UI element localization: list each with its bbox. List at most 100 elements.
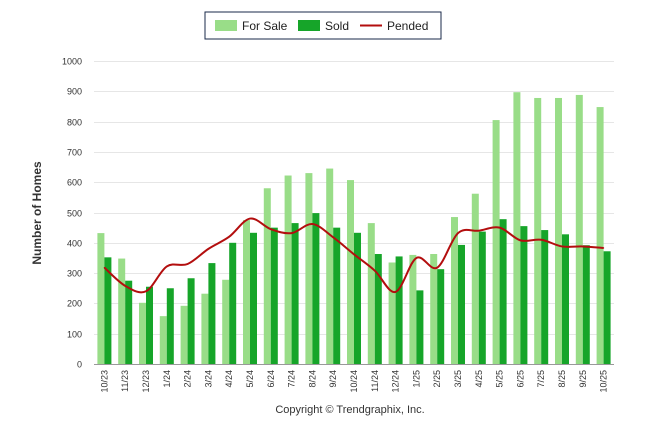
x-tick-label: 4/25 bbox=[474, 370, 484, 388]
bar-for-sale-10-25 bbox=[596, 107, 604, 364]
legend-label-for-sale: For Sale bbox=[242, 19, 288, 33]
bar-for-sale-1-24 bbox=[159, 316, 167, 364]
bar-for-sale-6-24 bbox=[263, 188, 271, 364]
x-tick-label: 10/23 bbox=[99, 370, 109, 393]
copyright-footer: Copyright © Trendgraphix, Inc. bbox=[275, 404, 424, 416]
y-axis-ticks: 0 100 200 300 400 500 600 700 800 900 1000 bbox=[62, 57, 82, 370]
bar-for-sale-7-25 bbox=[534, 97, 542, 364]
bar-sold-6-24 bbox=[270, 227, 278, 364]
point-pended-5-24 bbox=[249, 217, 251, 220]
point-pended-6-24 bbox=[270, 228, 272, 230]
bar-sold-7-24 bbox=[291, 223, 299, 364]
x-tick-label: 1/25 bbox=[411, 370, 421, 388]
point-pended-11-24 bbox=[374, 270, 376, 272]
point-pended-3-24 bbox=[207, 248, 209, 250]
point-pended-9-24 bbox=[332, 236, 334, 238]
bar-sold-10-23 bbox=[104, 257, 112, 364]
bar-sold-9-25 bbox=[582, 245, 590, 364]
bar-sold-11-24 bbox=[374, 254, 382, 364]
bar-for-sale-9-25 bbox=[575, 94, 583, 364]
point-pended-12-24 bbox=[395, 291, 397, 293]
bar-sold-7-25 bbox=[541, 230, 549, 364]
point-pended-2-24 bbox=[187, 263, 189, 265]
y-tick-label: 200 bbox=[67, 299, 82, 309]
y-tick-label: 400 bbox=[67, 239, 82, 249]
x-tick-label: 8/24 bbox=[307, 370, 317, 388]
bar-for-sale-2-24 bbox=[180, 305, 188, 364]
x-tick-label: 7/25 bbox=[536, 370, 546, 388]
x-tick-label: 12/24 bbox=[391, 370, 401, 393]
bar-sold-2-25 bbox=[437, 269, 445, 364]
x-tick-label: 11/24 bbox=[370, 370, 380, 392]
legend-swatch-sold bbox=[298, 20, 320, 31]
bar-for-sale-1-25 bbox=[409, 254, 417, 364]
bar-sold-12-23 bbox=[146, 286, 153, 364]
bar-for-sale-11-24 bbox=[367, 223, 375, 364]
y-tick-label: 500 bbox=[67, 209, 82, 219]
x-tick-label: 4/24 bbox=[224, 370, 234, 388]
bar-sold-5-24 bbox=[250, 232, 257, 364]
y-tick-label: 1000 bbox=[62, 57, 82, 67]
bar-for-sale-10-23 bbox=[97, 233, 105, 364]
y-tick-label: 100 bbox=[67, 330, 82, 340]
bar-for-sale-4-25 bbox=[471, 193, 479, 364]
point-pended-6-25 bbox=[519, 239, 522, 241]
bar-sold-3-24 bbox=[208, 263, 216, 364]
bar-for-sale-10-24 bbox=[347, 180, 354, 364]
point-pended-5-25 bbox=[499, 227, 501, 229]
y-tick-label: 0 bbox=[77, 360, 82, 370]
x-tick-label: 2/24 bbox=[183, 370, 193, 388]
point-pended-1-24 bbox=[166, 265, 168, 268]
bars bbox=[97, 92, 611, 365]
bar-sold-1-25 bbox=[416, 290, 424, 364]
bar-sold-8-25 bbox=[562, 234, 569, 364]
bar-sold-10-25 bbox=[603, 251, 611, 364]
x-tick-label: 11/23 bbox=[120, 370, 130, 392]
point-pended-8-25 bbox=[561, 245, 563, 248]
bar-sold-11-23 bbox=[125, 280, 133, 364]
point-pended-10-25 bbox=[603, 247, 605, 249]
legend-swatch-for-sale bbox=[215, 20, 237, 31]
y-tick-label: 300 bbox=[67, 269, 82, 279]
x-tick-label: 2/25 bbox=[432, 370, 442, 388]
x-axis-ticks: 10/23 11/23 12/23 1/24 2/24 3/24 4/24 5/24 6/24 7… bbox=[99, 370, 608, 393]
bar-sold-3-25 bbox=[458, 244, 465, 364]
x-tick-label: 9/24 bbox=[328, 370, 338, 388]
x-tick-label: 10/24 bbox=[349, 370, 359, 393]
y-tick-label: 800 bbox=[67, 118, 82, 128]
point-pended-2-25 bbox=[436, 267, 438, 269]
point-pended-8-24 bbox=[311, 223, 313, 225]
bar-sold-9-24 bbox=[333, 227, 341, 364]
legend-label-sold: Sold bbox=[325, 19, 349, 33]
bar-for-sale-4-24 bbox=[222, 279, 230, 364]
legend-box bbox=[204, 11, 442, 40]
point-pended-11-23 bbox=[124, 285, 126, 287]
point-pended-1-25 bbox=[415, 257, 417, 259]
bar-sold-2-24 bbox=[187, 278, 195, 364]
bar-for-sale-9-24 bbox=[326, 168, 334, 364]
point-pended-3-25 bbox=[457, 232, 459, 234]
bar-for-sale-3-25 bbox=[451, 217, 458, 364]
point-pended-10-23 bbox=[103, 267, 105, 269]
bar-for-sale-12-23 bbox=[139, 302, 146, 364]
x-tick-label: 3/25 bbox=[453, 370, 463, 388]
bar-for-sale-11-23 bbox=[118, 258, 126, 364]
bar-sold-4-24 bbox=[229, 242, 237, 364]
y-tick-label: 900 bbox=[67, 87, 82, 97]
point-pended-7-25 bbox=[540, 239, 542, 241]
bar-for-sale-8-24 bbox=[305, 173, 313, 364]
bar-sold-8-24 bbox=[312, 213, 320, 364]
bar-for-sale-8-25 bbox=[555, 97, 562, 364]
x-tick-label: 8/25 bbox=[557, 370, 567, 388]
legend-label-pended: Pended bbox=[387, 19, 428, 33]
x-tick-label: 6/24 bbox=[266, 370, 276, 388]
bar-sold-10-24 bbox=[354, 232, 361, 364]
x-tick-label: 7/24 bbox=[287, 370, 297, 388]
x-tick-label: 10/25 bbox=[599, 370, 609, 393]
legend: For Sale Sold Pended bbox=[204, 11, 442, 40]
y-tick-label: 700 bbox=[67, 148, 82, 158]
point-pended-9-25 bbox=[582, 245, 584, 248]
x-tick-label: 5/24 bbox=[245, 370, 255, 388]
bar-for-sale-3-24 bbox=[201, 293, 209, 364]
